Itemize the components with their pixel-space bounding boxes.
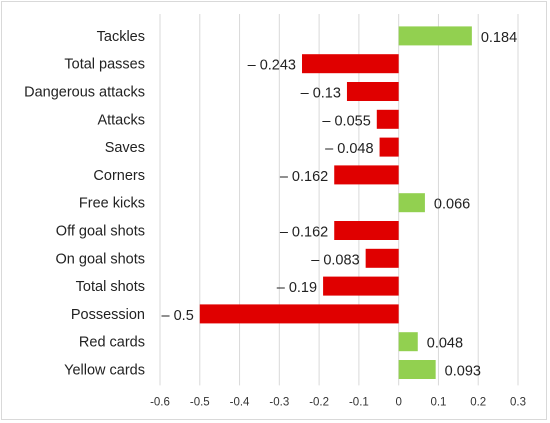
x-tick-label: -0.2 xyxy=(309,396,329,408)
value-label: 0.184 xyxy=(481,30,517,46)
bar xyxy=(334,165,399,185)
category-label: Possession xyxy=(71,307,145,323)
bar xyxy=(346,82,399,101)
value-label: – 0.5 xyxy=(162,308,194,324)
bar xyxy=(398,360,436,379)
category-label: Total shots xyxy=(76,279,145,295)
value-label: 0.048 xyxy=(427,336,463,352)
x-tick-label: -0.4 xyxy=(230,396,250,408)
value-label: – 0.055 xyxy=(322,113,370,129)
bar xyxy=(365,248,399,268)
bar xyxy=(334,221,399,240)
category-label: Free kicks xyxy=(79,196,145,212)
bar xyxy=(379,137,399,157)
category-label: Yellow cards xyxy=(64,363,145,379)
value-label: – 0.162 xyxy=(280,169,328,185)
value-label: – 0.243 xyxy=(248,58,296,74)
x-tick-label: 0.2 xyxy=(470,396,486,408)
x-tick-label: 0.1 xyxy=(430,396,446,408)
bar xyxy=(302,54,399,74)
category-label: Red cards xyxy=(79,335,145,351)
bar xyxy=(398,26,472,46)
bar xyxy=(376,109,399,129)
value-label: – 0.19 xyxy=(277,280,317,296)
x-tick-label: -0.1 xyxy=(349,396,369,408)
x-tick-label: -0.6 xyxy=(150,396,170,408)
x-tick-label: 0 xyxy=(395,396,401,408)
x-tick-label: -0.3 xyxy=(269,396,289,408)
bars xyxy=(199,26,472,379)
bar xyxy=(199,304,399,324)
value-label: – 0.083 xyxy=(311,252,359,268)
gridlines xyxy=(159,14,519,386)
category-label: Attacks xyxy=(97,112,145,128)
value-label: – 0.13 xyxy=(301,86,341,102)
category-label: Corners xyxy=(93,168,145,184)
labels: -0.6 -0.5 -0.4 -0.3 -0.2 -0.1 0 0.1 0.2 0.3 Tackle… xyxy=(24,29,526,408)
x-tick-label: 0.3 xyxy=(510,396,526,408)
category-label: Tackles xyxy=(97,29,145,45)
category-label: Off goal shots xyxy=(56,224,145,240)
bar xyxy=(323,276,399,296)
bar xyxy=(398,193,425,213)
value-label: 0.066 xyxy=(434,197,470,213)
value-label: 0.093 xyxy=(445,364,481,380)
value-label: – 0.162 xyxy=(280,225,328,241)
bar xyxy=(398,332,418,352)
category-label: Dangerous attacks xyxy=(24,85,145,101)
category-label: On goal shots xyxy=(56,251,145,267)
value-label: – 0.048 xyxy=(325,141,373,157)
x-tick-label: -0.5 xyxy=(190,396,210,408)
category-label: Saves xyxy=(105,140,145,156)
category-label: Total passes xyxy=(64,57,145,73)
